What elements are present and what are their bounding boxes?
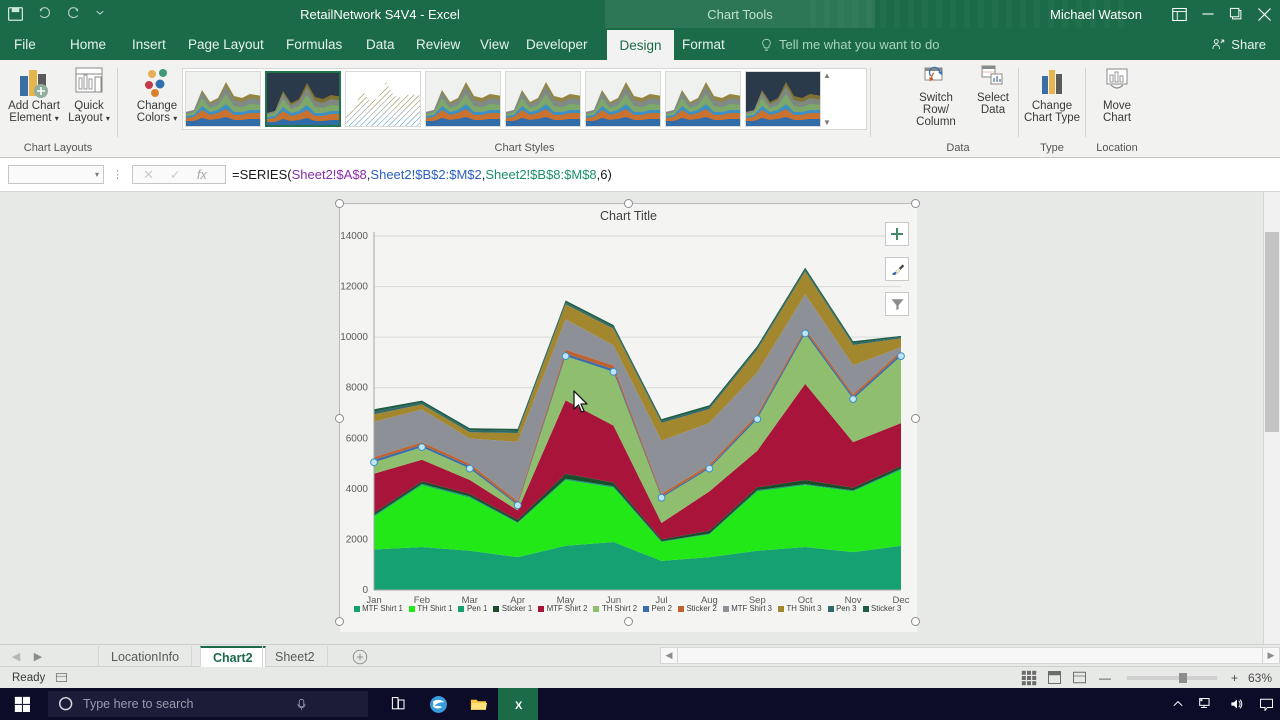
svg-text:12000: 12000 (340, 282, 368, 293)
svg-text:2000: 2000 (346, 534, 369, 545)
svg-text:14000: 14000 (340, 231, 368, 242)
svg-text:4000: 4000 (346, 484, 369, 495)
svg-text:6000: 6000 (346, 433, 369, 444)
svg-text:Chart Title: Chart Title (600, 209, 657, 223)
svg-text:8000: 8000 (346, 383, 369, 394)
svg-text:X: X (515, 699, 523, 711)
svg-text:10000: 10000 (340, 332, 368, 343)
